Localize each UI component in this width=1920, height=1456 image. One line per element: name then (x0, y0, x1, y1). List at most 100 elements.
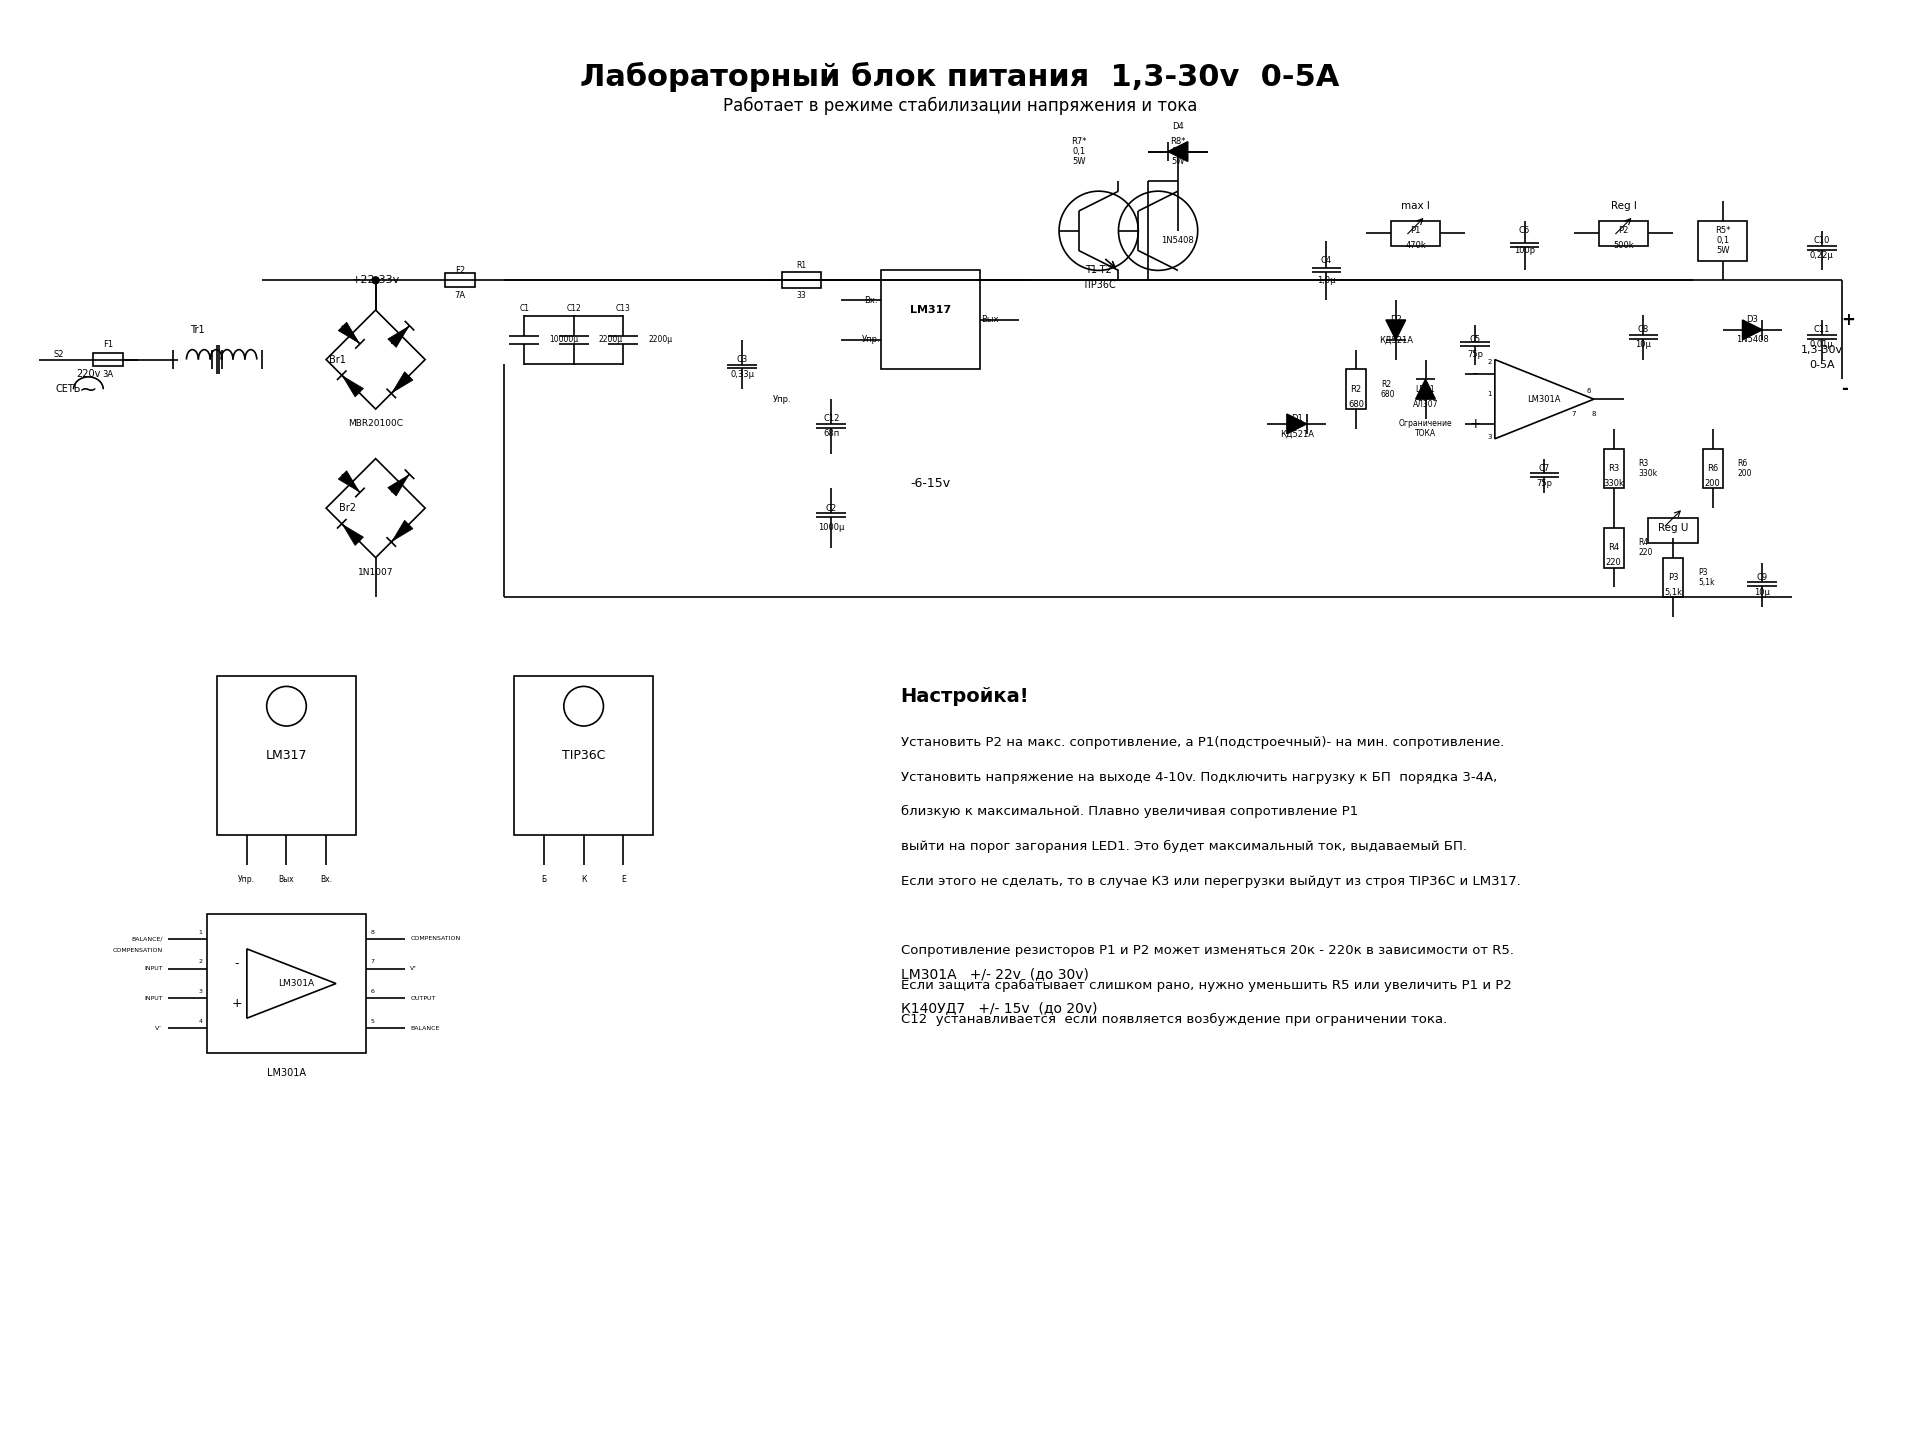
Text: 7: 7 (1572, 411, 1576, 416)
Text: 3: 3 (1488, 434, 1492, 440)
Text: T1-T2: T1-T2 (1085, 265, 1112, 275)
Text: 2: 2 (1488, 358, 1492, 364)
Text: КД521А: КД521А (1379, 335, 1413, 344)
Circle shape (372, 277, 378, 284)
Text: Вых: Вых (278, 875, 294, 884)
Text: 2200μ: 2200μ (599, 335, 622, 344)
Text: 200: 200 (1705, 479, 1720, 488)
Text: 3A: 3A (102, 370, 113, 379)
Bar (207, 914, 365, 1053)
Text: D4: D4 (1171, 122, 1185, 131)
Text: MBR20100C: MBR20100C (348, 419, 403, 428)
Text: OUTPUT: OUTPUT (411, 996, 436, 1000)
Text: C9: C9 (1757, 574, 1768, 582)
Text: С12  устанавливается  если появляется возбуждение при ограничении тока.: С12 устанавливается если появляется возб… (900, 1013, 1448, 1026)
Text: Reg I: Reg I (1611, 201, 1636, 211)
Text: 5W: 5W (1171, 157, 1185, 166)
Bar (1649, 518, 1697, 543)
Text: Упр.: Упр. (772, 395, 791, 403)
Text: P3: P3 (1697, 568, 1707, 577)
Text: 1,0μ: 1,0μ (1317, 275, 1336, 285)
Text: 220: 220 (1638, 549, 1653, 558)
Text: 220: 220 (1605, 558, 1622, 566)
Text: C13: C13 (616, 303, 630, 313)
Text: ~: ~ (79, 379, 98, 399)
Text: 33: 33 (797, 291, 806, 300)
Text: C4: C4 (1321, 256, 1332, 265)
Text: R2: R2 (1350, 384, 1361, 393)
Text: близкую к максимальной. Плавно увеличивая сопротивление Р1: близкую к максимальной. Плавно увеличива… (900, 805, 1357, 818)
Polygon shape (392, 371, 413, 393)
Bar (1599, 221, 1649, 246)
Text: К: К (582, 875, 586, 884)
Text: V⁺: V⁺ (411, 967, 419, 971)
Text: 1N5408: 1N5408 (1736, 335, 1768, 344)
Text: INPUT: INPUT (144, 996, 163, 1000)
Text: АЛ307: АЛ307 (1413, 399, 1438, 409)
Text: R4: R4 (1638, 539, 1649, 547)
Text: 1,3-30v: 1,3-30v (1801, 345, 1843, 355)
Text: C5: C5 (1469, 335, 1480, 344)
Text: 10000μ: 10000μ (549, 335, 578, 344)
Text: ТОКА: ТОКА (1415, 430, 1436, 438)
Text: 200: 200 (1738, 469, 1753, 478)
Text: 8: 8 (1592, 411, 1596, 416)
Text: 5W: 5W (1071, 157, 1085, 166)
Bar (217, 677, 355, 834)
Text: COMPENSATION: COMPENSATION (411, 936, 461, 942)
Text: LED1: LED1 (1415, 384, 1436, 393)
Text: 0,22μ: 0,22μ (1811, 250, 1834, 261)
Polygon shape (342, 524, 363, 546)
Text: R7*: R7* (1071, 137, 1087, 146)
Text: 500k: 500k (1613, 242, 1634, 250)
Text: LM317: LM317 (265, 750, 307, 763)
Text: 1N1007: 1N1007 (357, 568, 394, 577)
Text: 0,1: 0,1 (1071, 147, 1085, 156)
Text: 10μ: 10μ (1755, 588, 1770, 597)
Text: C8: C8 (1638, 325, 1649, 335)
Text: C12: C12 (566, 303, 582, 313)
Text: 3: 3 (198, 989, 202, 994)
Text: 680: 680 (1380, 390, 1396, 399)
Text: 5,1k: 5,1k (1665, 588, 1682, 597)
Bar (1603, 529, 1624, 568)
Text: 5: 5 (371, 1019, 374, 1024)
Text: R3: R3 (1638, 459, 1649, 467)
Text: Лабораторный блок питания  1,3-30v  0-5А: Лабораторный блок питания 1,3-30v 0-5А (580, 63, 1340, 93)
Text: R1: R1 (797, 261, 806, 269)
Text: D1: D1 (1290, 415, 1302, 424)
Text: 0,33μ: 0,33μ (730, 370, 755, 379)
Bar (1390, 221, 1440, 246)
Text: 0,1: 0,1 (1716, 236, 1730, 245)
Text: 1: 1 (1488, 392, 1492, 397)
Text: F2: F2 (455, 266, 465, 275)
Text: Вх.: Вх. (864, 296, 877, 304)
Text: COMPENSATION: COMPENSATION (113, 948, 163, 954)
Text: LM301A: LM301A (267, 1067, 305, 1077)
Text: СЕТЬ: СЕТЬ (56, 384, 81, 395)
Text: -: - (1473, 367, 1478, 381)
Text: 5,1k: 5,1k (1697, 578, 1715, 587)
Text: 10μ: 10μ (1636, 341, 1651, 349)
Text: D2: D2 (1390, 316, 1402, 325)
Text: Упр.: Упр. (238, 875, 255, 884)
Text: 470k: 470k (1405, 242, 1427, 250)
Text: 330k: 330k (1638, 469, 1657, 478)
Text: 1000μ: 1000μ (818, 523, 845, 533)
Bar (1346, 370, 1367, 409)
Text: -: - (1841, 380, 1849, 399)
Text: BALANCE/: BALANCE/ (131, 936, 163, 942)
Text: 1: 1 (198, 929, 202, 935)
Bar (1703, 448, 1722, 488)
Text: LM317: LM317 (910, 304, 950, 314)
Text: 75р: 75р (1536, 479, 1553, 488)
Text: R5*: R5* (1715, 226, 1730, 236)
Text: 68п: 68п (824, 430, 839, 438)
Bar (1697, 221, 1747, 261)
Text: Е: Е (620, 875, 626, 884)
Text: 220v: 220v (77, 370, 100, 380)
Bar (94, 352, 123, 367)
Polygon shape (1743, 320, 1763, 339)
Text: 5W: 5W (1716, 246, 1730, 255)
Text: R2: R2 (1380, 380, 1392, 389)
